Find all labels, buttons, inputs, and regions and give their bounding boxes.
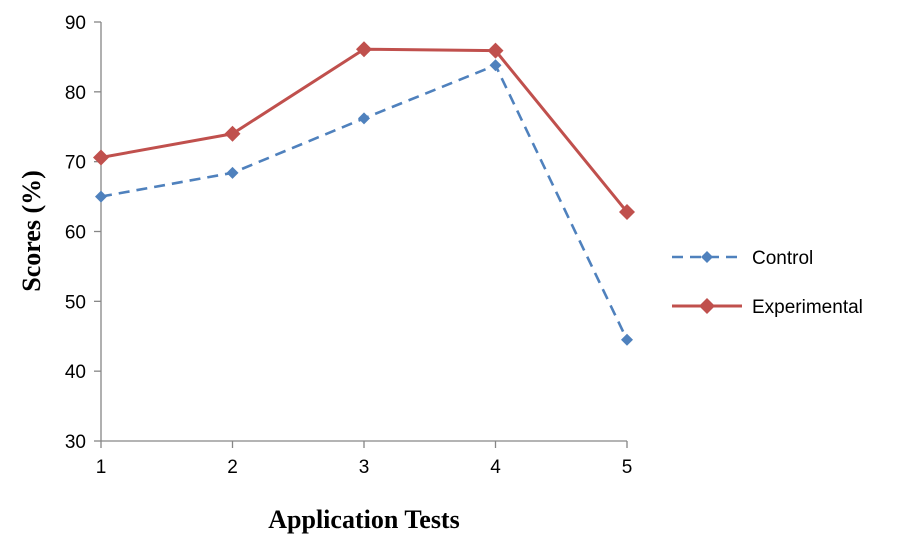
- series-experimental: [93, 41, 635, 220]
- legend-item-control: Control: [672, 248, 813, 269]
- data-point: [224, 125, 241, 142]
- axes: 30 40 50 60 70 80 90 1 2 3 4 5 Application Tests S…: [17, 13, 632, 534]
- x-tick-label: 1: [96, 457, 107, 478]
- series-line: [100, 63, 629, 341]
- data-point: [358, 112, 370, 125]
- legend-item-experimental: Experimental: [672, 297, 863, 318]
- legend: Control Experimental: [672, 248, 863, 318]
- data-point: [95, 190, 107, 203]
- x-tick-label: 2: [227, 457, 238, 478]
- x-tick-label: 4: [490, 457, 501, 478]
- data-point: [356, 41, 372, 58]
- data-point: [619, 203, 635, 220]
- series-line: [100, 47, 629, 213]
- data-point: [226, 166, 239, 179]
- legend-label: Experimental: [752, 297, 863, 318]
- legend-marker: [701, 251, 713, 263]
- y-tick-label: 90: [65, 13, 86, 34]
- x-axis-title: Application Tests: [268, 505, 459, 534]
- legend-label: Control: [752, 248, 813, 269]
- legend-marker: [699, 298, 715, 314]
- y-tick-label: 30: [65, 432, 86, 453]
- y-tick-label: 50: [65, 292, 86, 313]
- y-axis-title: Scores (%): [17, 170, 46, 292]
- data-point: [93, 149, 109, 166]
- series-control: [95, 59, 633, 346]
- x-tick-label: 5: [622, 457, 633, 478]
- y-tick-label: 60: [65, 223, 86, 244]
- x-axis-ticks: 1 2 3 4 5: [96, 441, 633, 478]
- data-point: [621, 333, 633, 346]
- data-point: [489, 59, 502, 72]
- x-tick-label: 3: [359, 457, 370, 478]
- y-tick-label: 80: [65, 83, 86, 104]
- y-axis-ticks: 30 40 50 60 70 80 90: [65, 13, 101, 453]
- y-tick-label: 40: [65, 362, 86, 383]
- data-point: [487, 42, 504, 59]
- y-tick-label: 70: [65, 153, 86, 174]
- series: [93, 41, 635, 346]
